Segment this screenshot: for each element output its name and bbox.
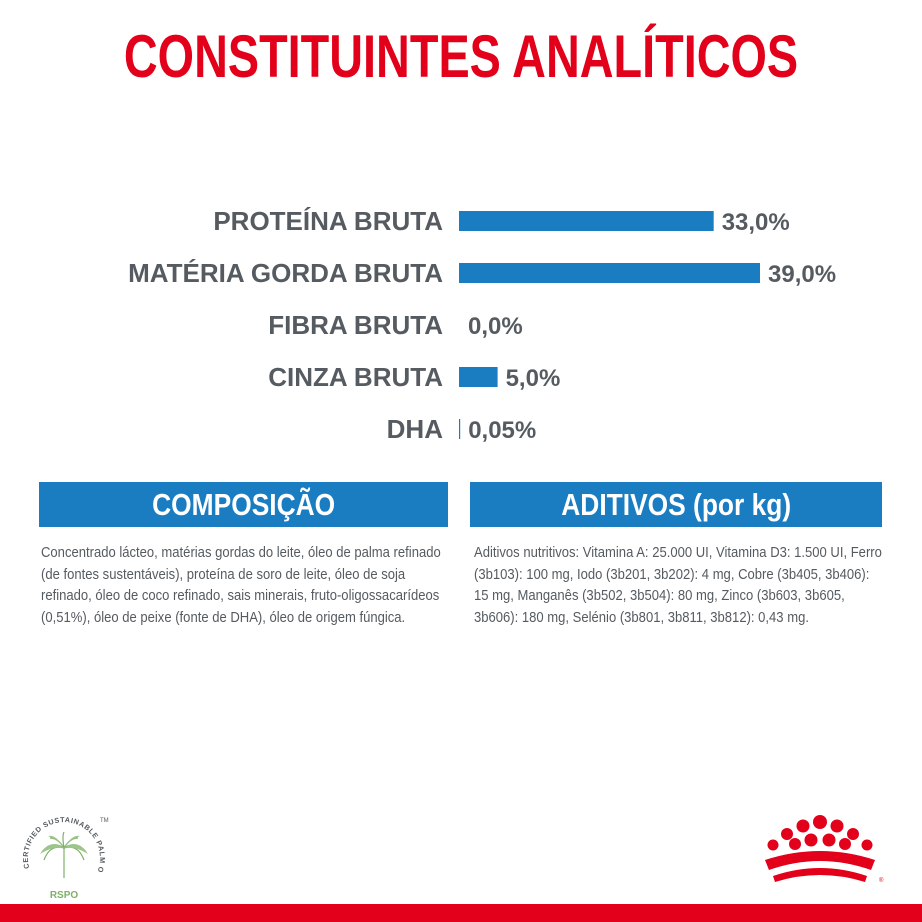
bottom-brand-bar bbox=[0, 904, 922, 922]
bar bbox=[459, 367, 498, 387]
additives-header-label: ADITIVOS (por kg) bbox=[561, 486, 791, 522]
page-title: CONSTITUINTES ANALÍTICOS bbox=[123, 23, 799, 90]
additives-text: Aditivos nutritivos: Vitamina A: 25.000 … bbox=[474, 545, 882, 626]
composition-header-label: COMPOSIÇÃO bbox=[151, 486, 335, 522]
royal-canin-crown-icon: ® bbox=[765, 815, 884, 884]
category-label: FIBRA BRUTA bbox=[268, 310, 443, 340]
bar bbox=[459, 419, 461, 439]
bar bbox=[459, 263, 760, 283]
analytical-bar-chart: PROTEÍNA BRUTA 33,0% MATÉRIA GORDA BRUTA 39… bbox=[128, 206, 836, 444]
value-label: 0,0% bbox=[468, 313, 523, 340]
rspo-arc-text: CERTIFIED SUSTAINABLE PALM OIL bbox=[14, 808, 107, 874]
category-label: DHA bbox=[387, 414, 444, 444]
svg-text:CERTIFIED SUSTAINABLE PALM OIL: CERTIFIED SUSTAINABLE PALM OIL bbox=[14, 808, 107, 874]
category-label: MATÉRIA GORDA BRUTA bbox=[128, 258, 443, 288]
rspo-palm-icon: CERTIFIED SUSTAINABLE PALM OIL TM RSPO bbox=[14, 808, 109, 901]
svg-text:®: ® bbox=[879, 877, 884, 884]
rspo-name: RSPO bbox=[50, 890, 79, 901]
value-label: 39,0% bbox=[768, 261, 836, 288]
category-label: CINZA BRUTA bbox=[268, 362, 443, 392]
additives-header: ADITIVOS (por kg) bbox=[470, 482, 882, 527]
bar bbox=[459, 211, 714, 231]
value-label: 33,0% bbox=[722, 209, 790, 236]
value-label: 0,05% bbox=[468, 417, 536, 444]
composition-header: COMPOSIÇÃO bbox=[39, 482, 448, 527]
rspo-tm: TM bbox=[100, 818, 109, 824]
category-label: PROTEÍNA BRUTA bbox=[213, 206, 443, 236]
composition-text: Concentrado lácteo, matérias gordas do l… bbox=[41, 545, 441, 626]
value-label: 5,0% bbox=[506, 365, 561, 392]
